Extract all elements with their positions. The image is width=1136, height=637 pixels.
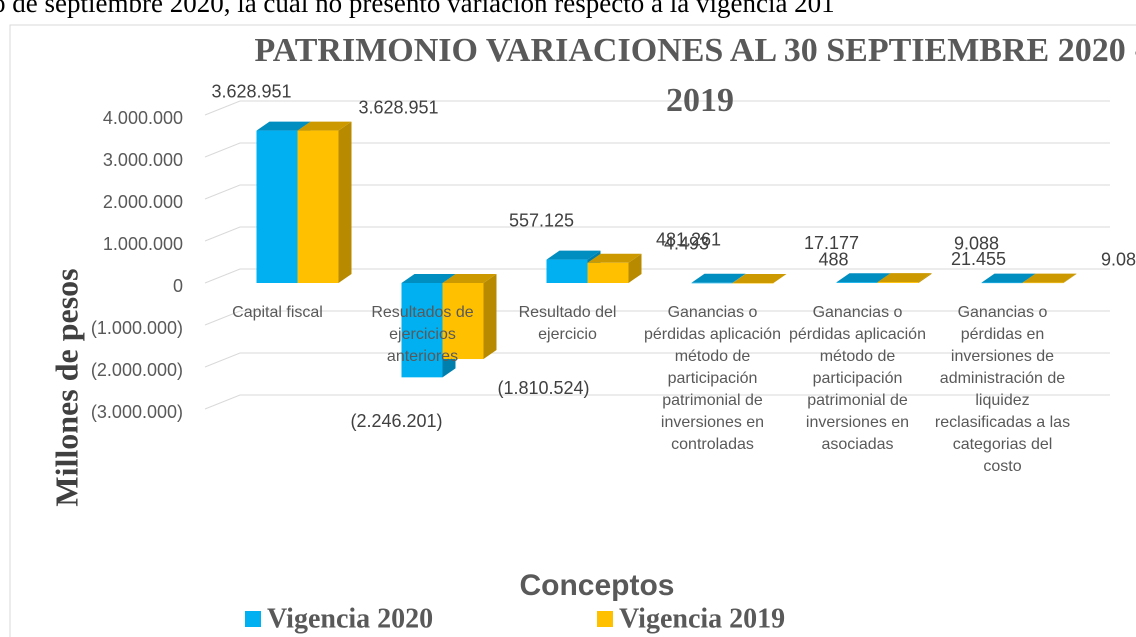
bar <box>587 262 629 283</box>
header-text: o de septiembre 2020, la cual no present… <box>0 0 835 18</box>
bar-top <box>587 253 642 263</box>
bar <box>401 283 443 378</box>
y-tick-label: 3.000.000 <box>103 150 183 170</box>
y-tick-label: (1.000.000) <box>91 318 183 338</box>
data-label: 21.455 <box>951 249 1006 269</box>
x-tick-label: Ganancias o pérdidas aplicación método d… <box>644 304 781 453</box>
data-label: 4.493 <box>664 234 709 254</box>
bar <box>732 282 774 284</box>
legend-swatch <box>597 611 613 627</box>
data-label: 17.177 <box>804 233 859 253</box>
bar-side <box>918 273 932 283</box>
bar-top <box>1022 273 1077 283</box>
bar <box>877 282 919 283</box>
data-label: 3.628.951 <box>211 81 291 101</box>
data-label: (1.810.524) <box>497 378 589 398</box>
bar-side <box>338 121 352 283</box>
x-axis-label: Conceptos <box>519 569 674 602</box>
bar-top <box>691 273 746 283</box>
legend-label: Vigencia 2019 <box>619 603 785 634</box>
bar <box>836 282 878 283</box>
bar <box>442 283 484 360</box>
bar <box>1022 282 1064 284</box>
y-tick-label: 1.000.000 <box>103 234 183 254</box>
data-label: 557.125 <box>509 210 574 230</box>
y-tick-label: 2.000.000 <box>103 192 183 212</box>
y-axis-label: Millones de pesos <box>48 268 84 506</box>
data-label: 481.261 <box>656 230 721 250</box>
data-label: 3.628.951 <box>358 97 438 117</box>
bar <box>546 259 588 283</box>
grid-line <box>204 226 1110 242</box>
bar-top <box>297 121 352 131</box>
grid-line <box>204 310 1110 326</box>
bar <box>981 282 1023 284</box>
bar-top <box>836 273 891 283</box>
bar-side <box>483 274 497 360</box>
y-tick-label: (2.000.000) <box>91 360 183 380</box>
bar-side <box>732 273 746 283</box>
bar-top <box>732 273 787 283</box>
bar-side <box>628 253 642 283</box>
grid-line <box>204 268 1110 284</box>
x-tick-label: Resultado del ejercicio <box>518 304 617 343</box>
bar-top <box>877 273 932 283</box>
bar-top <box>442 274 497 283</box>
grid-line <box>204 394 1110 410</box>
bar-side <box>1063 273 1077 283</box>
data-label: 9.088 <box>1101 249 1136 269</box>
data-label: 488 <box>818 250 848 270</box>
bar <box>297 130 339 283</box>
legend-label: Vigencia 2020 <box>267 603 433 634</box>
grid-line <box>204 352 1110 368</box>
bar-top <box>981 273 1036 283</box>
grid-line <box>204 184 1110 200</box>
bar-top <box>401 274 456 283</box>
x-tick-label: Resultados de ejercicios anteriores <box>371 304 474 365</box>
data-label: (2.246.201) <box>350 411 442 431</box>
y-tick-label: 0 <box>173 276 183 296</box>
bar <box>256 130 298 283</box>
chart-border <box>9 24 1136 637</box>
bar-top <box>546 250 601 260</box>
x-tick-label: Capital fiscal <box>232 304 323 321</box>
x-tick-label: Ganancias o pérdidas aplicación método d… <box>789 304 926 453</box>
grid-line <box>204 142 1110 158</box>
chart-title: PATRIMONIO VARIACIONES AL 30 SEPTIEMBRE … <box>254 32 1136 119</box>
bar-side <box>773 273 787 283</box>
data-label: 9.088 <box>954 233 999 253</box>
bar-top <box>256 121 311 131</box>
y-tick-label: 4.000.000 <box>103 108 183 128</box>
legend-swatch <box>245 611 261 627</box>
grid-line <box>204 100 1110 116</box>
x-tick-label: Ganancias o pérdidas en inversiones de a… <box>934 304 1071 475</box>
y-tick-label: (3.000.000) <box>91 402 183 422</box>
bar <box>691 282 733 284</box>
